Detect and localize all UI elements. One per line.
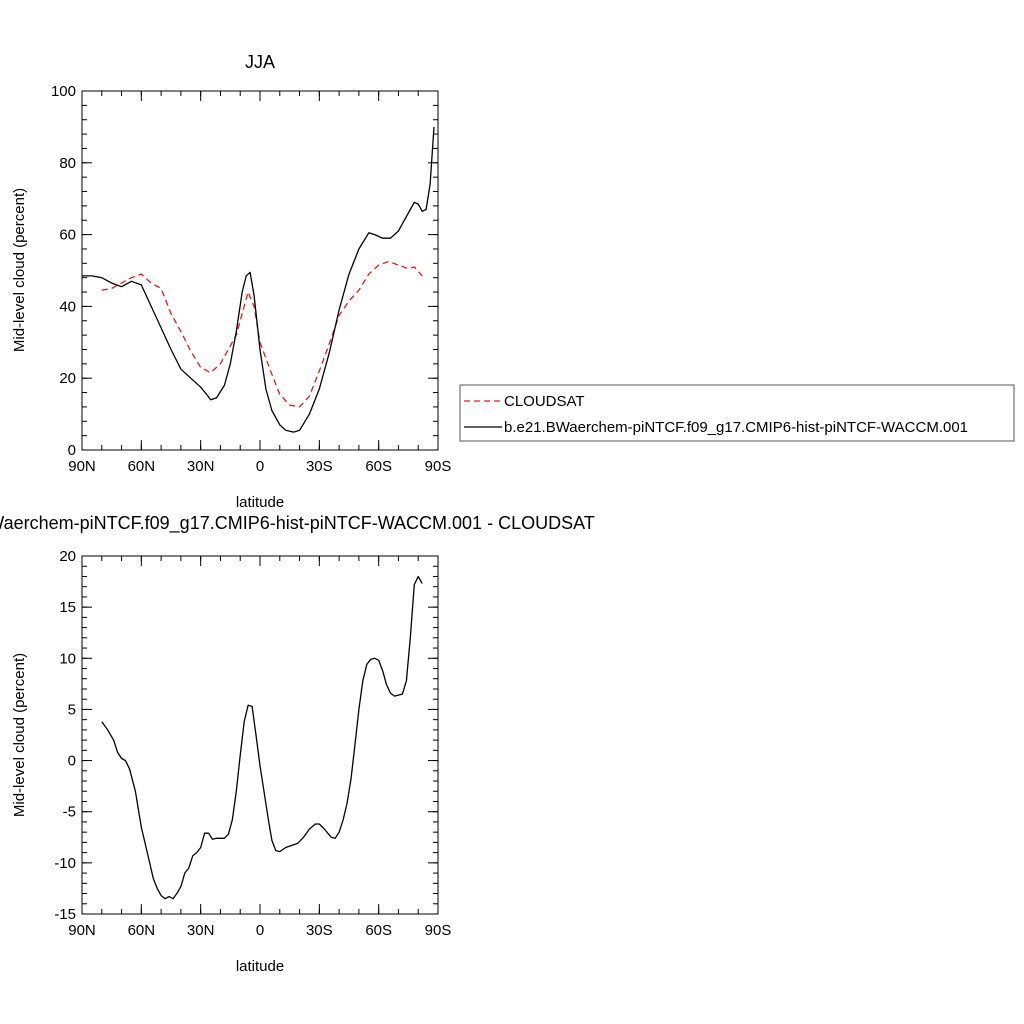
top-series-group <box>82 126 435 433</box>
x-tick-label: 90N <box>68 458 96 475</box>
bottom-chart-title: b.e21.BWaerchem-piNTCF.f09_g17.CMIP6-his… <box>0 513 595 534</box>
y-tick-label: 10 <box>59 650 76 667</box>
y-tick-label: 20 <box>59 548 76 565</box>
bottom-axes: 90N 60N 30N 0 30S 60S 90S -15 -10 -5 0 5 10 15 20 <box>54 548 451 939</box>
bottom-x-axis-label: latitude <box>236 958 284 975</box>
x-tick-label: 30N <box>187 458 215 475</box>
y-tick-label: 15 <box>59 599 76 616</box>
x-tick-label: 60N <box>128 922 156 939</box>
y-tick-label: 0 <box>68 753 76 770</box>
y-tick-label: -5 <box>63 804 76 821</box>
bottom-y-axis-label: Mid-level cloud (percent) <box>11 653 28 817</box>
top-x-axis-label: latitude <box>236 494 284 511</box>
x-tick-label: 60N <box>128 458 156 475</box>
x-tick-label: 90S <box>425 458 452 475</box>
x-tick-label: 0 <box>256 922 264 939</box>
y-tick-label: 0 <box>68 442 76 459</box>
x-tick-label: 30N <box>187 922 215 939</box>
x-tick-label: 90N <box>68 922 96 939</box>
x-tick-label: 30S <box>306 922 333 939</box>
legend-box <box>459 384 1015 442</box>
y-tick-label: -15 <box>54 906 76 923</box>
x-tick-label: 60S <box>365 458 392 475</box>
bottom-panel: b.e21.BWaerchem-piNTCF.f09_g17.CMIP6-his… <box>0 513 595 975</box>
difference-series-line <box>101 575 423 900</box>
y-tick-label: 60 <box>59 227 76 244</box>
top-axes: 90N 60N 30N 0 30S 60S 90S 0 20 40 60 80 100 <box>51 83 451 475</box>
top-chart-title: JJA <box>245 52 275 72</box>
y-tick-label: 40 <box>59 298 76 315</box>
y-tick-label: 100 <box>51 83 76 100</box>
x-tick-label: 30S <box>306 458 333 475</box>
bottom-series-group <box>101 575 423 900</box>
y-tick-label: -10 <box>54 855 76 872</box>
legend-label-cloudsat: CLOUDSAT <box>504 393 585 410</box>
top-panel: JJA 90N 60N 30N 0 30S 60S 90S 0 20 40 60 80 100 lati… <box>11 52 1015 511</box>
legend: CLOUDSAT b.e21.BWaerchem-piNTCF.f09_g17.… <box>459 384 1015 442</box>
legend-label-model: b.e21.BWaerchem-piNTCF.f09_g17.CMIP6-his… <box>504 419 968 436</box>
x-tick-label: 0 <box>256 458 264 475</box>
y-tick-label: 20 <box>59 370 76 387</box>
y-tick-label: 5 <box>68 701 76 718</box>
top-y-axis-label: Mid-level cloud (percent) <box>11 188 28 352</box>
model-series-line <box>82 126 435 433</box>
x-tick-label: 90S <box>425 922 452 939</box>
y-tick-label: 80 <box>59 155 76 172</box>
x-tick-label: 60S <box>365 922 392 939</box>
